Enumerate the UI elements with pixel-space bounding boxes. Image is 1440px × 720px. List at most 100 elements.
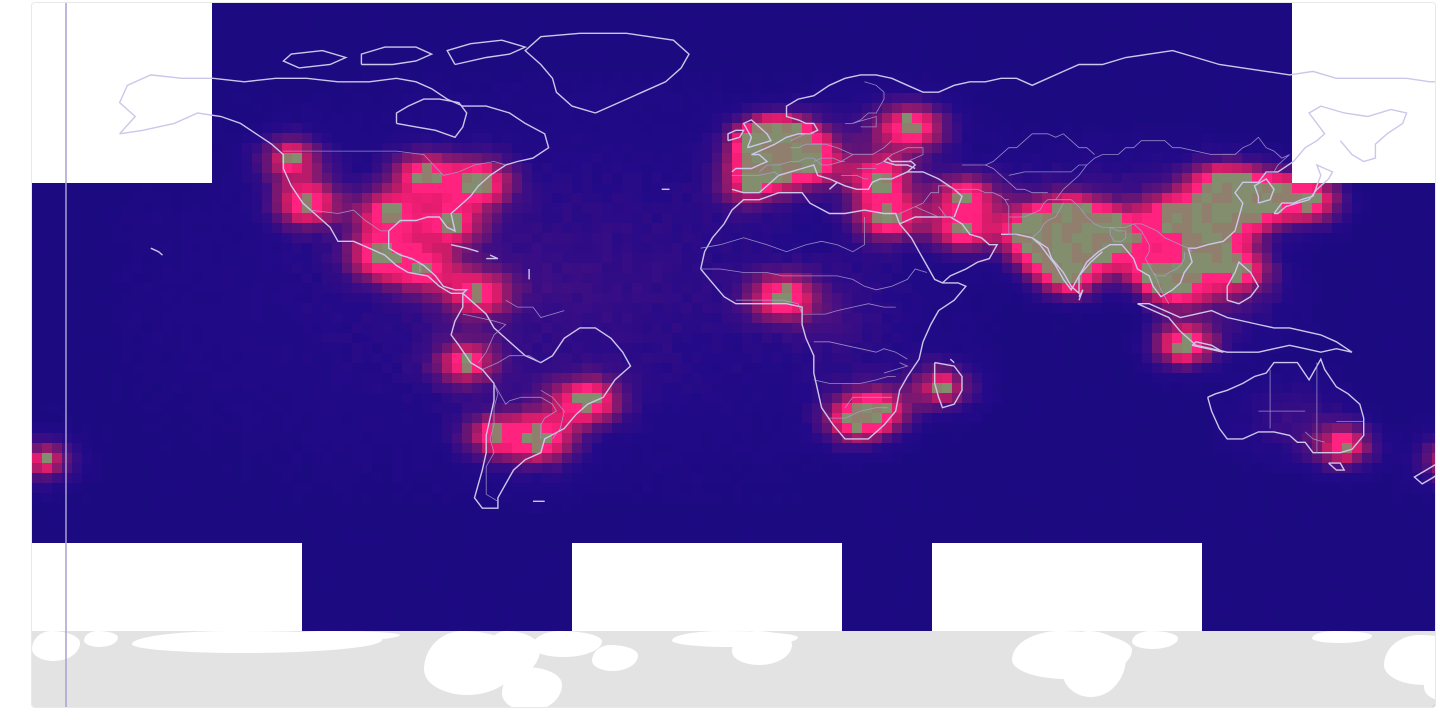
heatmap-cell (902, 163, 912, 173)
heatmap-cell (702, 323, 712, 333)
heatmap-cell (192, 223, 202, 233)
heatmap-cell (962, 113, 972, 123)
heatmap-cell (1422, 213, 1432, 223)
heatmap-cell (722, 163, 732, 173)
heatmap-cell (542, 173, 552, 183)
map-viewport[interactable] (32, 3, 1435, 707)
heatmap-cell (722, 393, 732, 403)
map-tile[interactable] (32, 183, 212, 363)
heatmap-cell (372, 303, 382, 313)
heatmap-cell (352, 433, 362, 443)
heatmap-cell (882, 223, 892, 233)
map-tile[interactable] (932, 183, 1112, 363)
map-tile[interactable] (1112, 363, 1292, 543)
heatmap-cell (212, 423, 222, 433)
map-tile[interactable] (572, 183, 752, 363)
heatmap-cell (1312, 203, 1322, 213)
heatmap-cell (292, 193, 302, 203)
heatmap-cell (622, 153, 632, 163)
map-tile[interactable] (392, 363, 572, 543)
heatmap-cell (662, 213, 672, 223)
map-tile[interactable] (212, 183, 392, 363)
heatmap-cell (1202, 353, 1212, 363)
heatmap-cell (1222, 423, 1232, 433)
heatmap-cell (1402, 223, 1412, 233)
heatmap-cell (562, 193, 572, 203)
heatmap-cell (922, 143, 932, 153)
heatmap-cell (222, 423, 232, 433)
map-tile[interactable] (932, 3, 1112, 183)
heatmap-cell (752, 173, 762, 183)
heatmap-cell (852, 213, 862, 223)
heatmap-cell (552, 323, 562, 333)
heatmap-cell (642, 183, 652, 193)
map-tile[interactable] (32, 363, 212, 543)
heatmap-cell (152, 203, 162, 213)
heatmap-cell (862, 413, 872, 423)
heatmap-cell (1382, 193, 1392, 203)
heatmap-cell (432, 353, 442, 363)
heatmap-cell (1272, 293, 1282, 303)
map-tile[interactable] (1292, 183, 1435, 363)
heatmap-cell (752, 373, 762, 383)
heatmap-cell (1282, 263, 1292, 273)
map-tile[interactable] (572, 3, 752, 183)
map-tile[interactable] (392, 183, 572, 363)
heatmap-cell (912, 243, 922, 253)
heatmap-cell (202, 363, 212, 373)
heatmap-cell (1342, 233, 1352, 243)
heatmap-cell (292, 73, 302, 83)
heatmap-cell (1072, 243, 1082, 253)
heatmap-cell (662, 153, 672, 163)
map-tile[interactable] (212, 3, 392, 183)
heatmap-cell (642, 243, 652, 253)
heatmap-cell (712, 333, 722, 343)
heatmap-cell (602, 413, 612, 423)
map-tile[interactable] (752, 363, 932, 543)
heatmap-cell (762, 323, 772, 333)
map-tile[interactable] (1112, 3, 1292, 183)
heatmap-cell (482, 373, 492, 383)
heatmap-cell (352, 363, 362, 373)
map-tile[interactable] (932, 363, 1112, 543)
heatmap-cell (1122, 423, 1132, 433)
heatmap-cell (732, 93, 742, 103)
map-tile[interactable] (1112, 183, 1292, 363)
map-tile[interactable] (752, 183, 932, 363)
heatmap-cell (362, 213, 372, 223)
heatmap-cell (722, 203, 732, 213)
heatmap-cell (1072, 523, 1082, 533)
heatmap-cell (442, 333, 452, 343)
heatmap-cell (652, 243, 662, 253)
heatmap-cell (592, 173, 602, 183)
heatmap-cell (962, 423, 972, 433)
heatmap-cell (1012, 113, 1022, 123)
heatmap-cell (652, 173, 662, 183)
heatmap-cell (362, 453, 372, 463)
heatmap-cell (1142, 313, 1152, 323)
heatmap-cell (152, 253, 162, 263)
heatmap-cell (992, 203, 1002, 213)
heatmap-cell (62, 483, 72, 493)
heatmap-cell (812, 93, 822, 103)
heatmap-cell (452, 213, 462, 223)
heatmap-cell (852, 353, 862, 363)
heatmap-cell (522, 293, 532, 303)
heatmap-cell (792, 383, 802, 393)
heatmap-cell (962, 313, 972, 323)
map-tile[interactable] (392, 3, 572, 183)
heatmap-cell (682, 413, 692, 423)
heatmap-cell (682, 463, 692, 473)
heatmap-cell (382, 313, 392, 323)
map-tile[interactable] (212, 363, 392, 543)
heatmap-cell (602, 133, 612, 143)
map-tile[interactable] (752, 3, 932, 183)
heatmap-cell (802, 123, 812, 133)
map-tile[interactable] (572, 363, 752, 543)
heatmap-cell (722, 63, 732, 73)
heatmap-cell (532, 313, 542, 323)
heatmap-cell (492, 213, 502, 223)
heatmap-cell (442, 503, 452, 513)
heatmap-cell (672, 173, 682, 183)
map-container[interactable] (31, 2, 1436, 708)
